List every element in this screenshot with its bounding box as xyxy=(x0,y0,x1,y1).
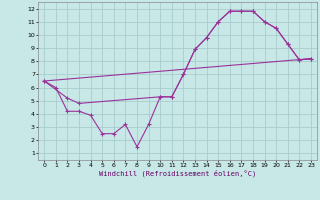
X-axis label: Windchill (Refroidissement éolien,°C): Windchill (Refroidissement éolien,°C) xyxy=(99,170,256,177)
